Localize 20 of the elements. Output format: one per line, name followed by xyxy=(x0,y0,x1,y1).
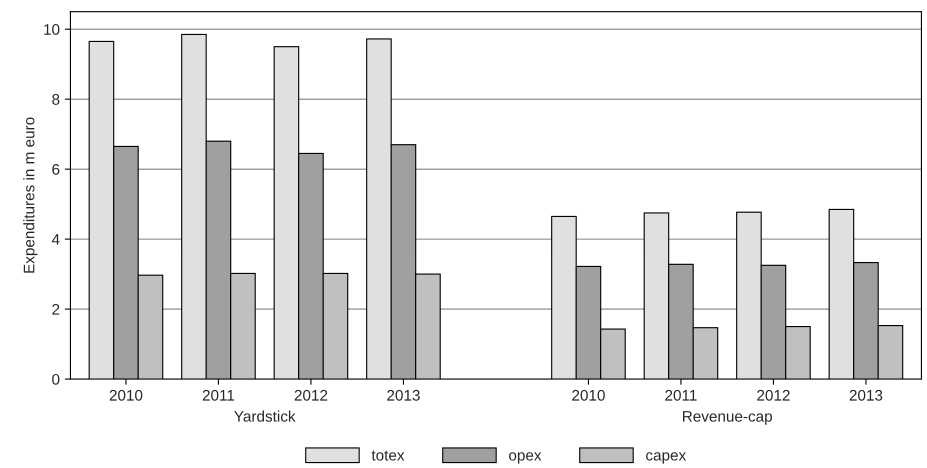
legend-label: capex xyxy=(646,452,686,464)
legend-label: totex xyxy=(372,450,404,461)
text: Yardstick xyxy=(234,410,296,422)
y-tick-label: 0 xyxy=(52,374,60,385)
x-tick-label: 2011 xyxy=(665,390,697,401)
x-tick-label: 2013 xyxy=(850,390,882,401)
x-tick-label: 2010 xyxy=(110,390,142,401)
y-tick-label: 10 xyxy=(44,24,60,35)
y-tick-label: 6 xyxy=(52,164,60,175)
x-tick-label: 2011 xyxy=(202,390,234,401)
x-tick-label: 2012 xyxy=(294,390,328,401)
x-tick-label: 2010 xyxy=(572,390,605,401)
y-tick-label: 8 xyxy=(52,94,60,105)
y-tick-label: 2 xyxy=(52,304,60,315)
y-tick-label: 4 xyxy=(52,234,60,245)
legend-label: opex xyxy=(509,452,542,464)
x-tick-label: 2013 xyxy=(387,390,420,401)
text: Revenue-cap xyxy=(683,411,772,425)
y-axis-title: Expenditures in m euro xyxy=(23,117,38,273)
x-tick-label: 2012 xyxy=(757,390,790,401)
